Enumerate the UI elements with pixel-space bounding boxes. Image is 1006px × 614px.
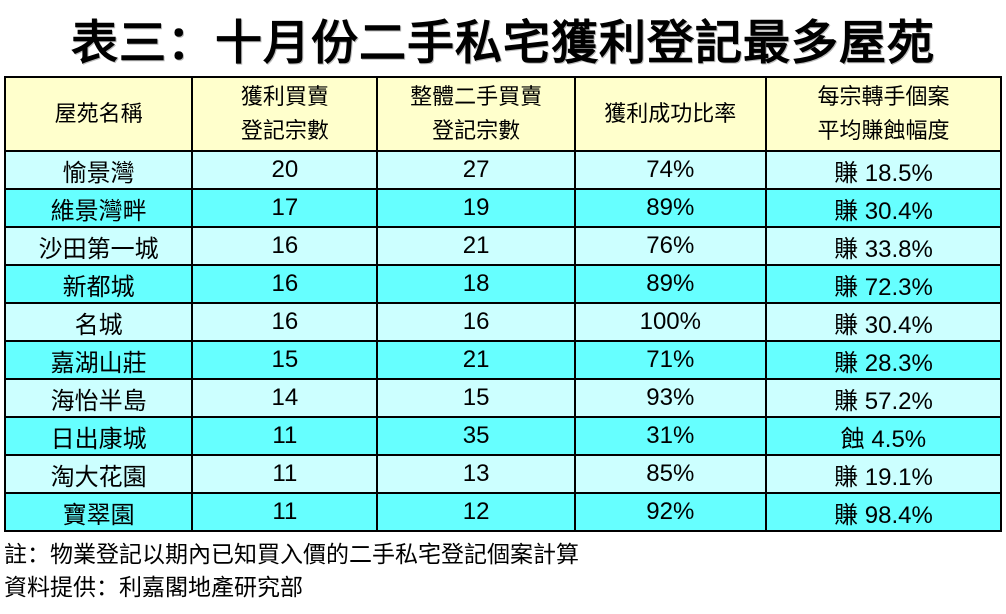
header-line: 平均賺蝕幅度: [817, 118, 950, 143]
cell-avg-gain-loss-per-resale: 賺 98.4%: [764, 492, 1003, 532]
cell-profit-success-ratio: 89%: [573, 264, 767, 304]
header-line: 登記宗數: [432, 118, 521, 143]
cell-estate: 海怡半島: [3, 378, 194, 418]
cell-profit-registrations: 11: [191, 416, 379, 456]
cell-estate: 嘉湖山莊: [3, 340, 194, 380]
cell-profit-registrations: 17: [191, 188, 379, 228]
cell-profit-success-ratio: 71%: [573, 340, 767, 380]
cell-avg-gain-loss-per-resale: 賺 30.4%: [764, 188, 1003, 228]
header-line: 獲利買賣: [240, 83, 329, 109]
cell-estate: 日出康城: [3, 416, 194, 456]
cell-profit-success-ratio: 76%: [573, 226, 767, 266]
table-row: 寶翠園 11 12 92% 賺 98.4%: [3, 492, 1003, 532]
header-line: 登記宗數: [240, 118, 329, 143]
header-line: 整體二手買賣: [410, 83, 543, 109]
cell-avg-gain-loss-per-resale: 賺 33.8%: [764, 226, 1003, 266]
table-header-row: 屋苑名稱 獲利買賣 登記宗數 整體二手買賣 登記宗數 獲利成功比率 每宗轉手個案 平均賺蝕幅度: [3, 76, 1003, 152]
cell-total-secondhand-registrations: 16: [376, 302, 576, 342]
header-total-secondhand-registrations: 整體二手買賣 登記宗數: [376, 76, 576, 152]
table-body: 愉景灣 20 27 74% 賺 18.5% 維景灣畔 17 19 89% 賺 30.4% 沙田第一城…: [3, 150, 1003, 532]
cell-estate: 維景灣畔: [3, 188, 194, 228]
cell-total-secondhand-registrations: 27: [376, 150, 576, 190]
cell-avg-gain-loss-per-resale: 賺 19.1%: [764, 454, 1003, 494]
footnotes: 註：物業登記以期內已知買入價的二手私宅登記個案計算 資料提供：利嘉閣地產研究部: [4, 538, 1002, 605]
cell-profit-registrations: 11: [191, 454, 379, 494]
cell-avg-gain-loss-per-resale: 蝕 4.5%: [764, 416, 1003, 456]
header-avg-gain-loss-per-resale: 每宗轉手個案 平均賺蝕幅度: [764, 76, 1003, 152]
cell-total-secondhand-registrations: 21: [376, 340, 576, 380]
cell-profit-success-ratio: 85%: [573, 454, 767, 494]
cell-total-secondhand-registrations: 13: [376, 454, 576, 494]
header-estate: 屋苑名稱: [3, 76, 194, 152]
cell-profit-registrations: 16: [191, 264, 379, 304]
cell-total-secondhand-registrations: 18: [376, 264, 576, 304]
cell-profit-registrations: 11: [191, 492, 379, 532]
cell-profit-registrations: 20: [191, 150, 379, 190]
cell-profit-success-ratio: 31%: [573, 416, 767, 456]
cell-profit-success-ratio: 100%: [573, 302, 767, 342]
cell-total-secondhand-registrations: 19: [376, 188, 576, 228]
cell-profit-registrations: 15: [191, 340, 379, 380]
cell-estate: 寶翠園: [3, 492, 194, 532]
table-row: 愉景灣 20 27 74% 賺 18.5%: [3, 150, 1003, 190]
table-row: 名城 16 16 100% 賺 30.4%: [3, 302, 1003, 342]
table-row: 新都城 16 18 89% 賺 72.3%: [3, 264, 1003, 304]
cell-total-secondhand-registrations: 12: [376, 492, 576, 532]
table-row: 海怡半島 14 15 93% 賺 57.2%: [3, 378, 1003, 418]
cell-profit-success-ratio: 74%: [573, 150, 767, 190]
cell-total-secondhand-registrations: 15: [376, 378, 576, 418]
footnote-source: 資料提供：利嘉閣地產研究部: [4, 574, 303, 601]
cell-avg-gain-loss-per-resale: 賺 30.4%: [764, 302, 1003, 342]
table-row: 嘉湖山莊 15 21 71% 賺 28.3%: [3, 340, 1003, 380]
table-row: 維景灣畔 17 19 89% 賺 30.4%: [3, 188, 1003, 228]
cell-estate: 名城: [3, 302, 194, 342]
cell-avg-gain-loss-per-resale: 賺 57.2%: [764, 378, 1003, 418]
cell-profit-registrations: 16: [191, 226, 379, 266]
estates-table: 屋苑名稱 獲利買賣 登記宗數 整體二手買賣 登記宗數 獲利成功比率 每宗轉手個案 平均賺蝕幅度…: [3, 76, 1003, 532]
header-line: 每宗轉手個案: [817, 83, 950, 109]
footnote-calculation: 註：物業登記以期內已知買入價的二手私宅登記個案計算: [4, 541, 579, 567]
cell-estate: 淘大花園: [3, 454, 194, 494]
cell-total-secondhand-registrations: 35: [376, 416, 576, 456]
cell-total-secondhand-registrations: 21: [376, 226, 576, 266]
cell-estate: 新都城: [3, 264, 194, 304]
cell-profit-registrations: 16: [191, 302, 379, 342]
cell-estate: 沙田第一城: [3, 226, 194, 266]
table-row: 日出康城 11 35 31% 蝕 4.5%: [3, 416, 1003, 456]
header-profit-success-ratio: 獲利成功比率: [573, 76, 767, 152]
cell-avg-gain-loss-per-resale: 賺 72.3%: [764, 264, 1003, 304]
header-line: 獲利成功比率: [604, 100, 737, 126]
table-row: 沙田第一城 16 21 76% 賺 33.8%: [3, 226, 1003, 266]
cell-profit-success-ratio: 93%: [573, 378, 767, 418]
cell-profit-registrations: 14: [191, 378, 379, 418]
header-profit-registrations: 獲利買賣 登記宗數: [191, 76, 379, 152]
cell-profit-success-ratio: 89%: [573, 188, 767, 228]
header-row: 屋苑名稱 獲利買賣 登記宗數 整體二手買賣 登記宗數 獲利成功比率 每宗轉手個案 平均賺蝕幅度: [3, 76, 1003, 152]
table-row: 淘大花園 11 13 85% 賺 19.1%: [3, 454, 1003, 494]
cell-avg-gain-loss-per-resale: 賺 18.5%: [764, 150, 1003, 190]
cell-estate: 愉景灣: [3, 150, 194, 190]
header-line: 屋苑名稱: [54, 100, 143, 126]
cell-profit-success-ratio: 92%: [573, 492, 767, 532]
table-title: 表三：十月份二手私宅獲利登記最多屋苑: [71, 15, 935, 69]
cell-avg-gain-loss-per-resale: 賺 28.3%: [764, 340, 1003, 380]
